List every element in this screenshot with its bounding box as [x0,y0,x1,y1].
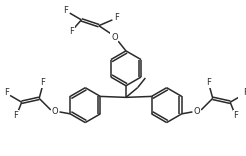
Text: F: F [206,78,211,87]
Text: F: F [233,111,238,120]
Text: F: F [114,13,119,22]
Text: O: O [51,107,58,116]
Text: F: F [4,88,9,97]
Text: F: F [69,27,74,36]
Text: O: O [111,33,118,42]
Text: F: F [41,78,46,87]
Text: F: F [243,88,246,97]
Text: F: F [63,6,68,15]
Text: F: F [14,111,18,120]
Text: O: O [194,107,200,116]
